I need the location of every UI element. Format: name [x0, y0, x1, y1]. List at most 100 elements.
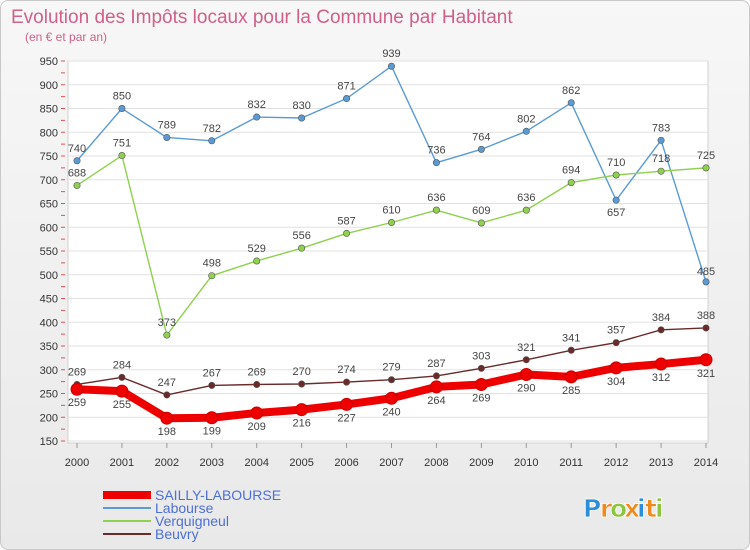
y-tick-label: 250 — [40, 389, 58, 401]
data-point — [522, 127, 530, 135]
data-label: 556 — [292, 230, 310, 242]
legend-label: Labourse — [155, 500, 214, 516]
data-label: 227 — [337, 412, 355, 424]
data-point — [70, 382, 84, 396]
data-point — [699, 353, 713, 367]
data-point — [474, 377, 488, 391]
data-label: 485 — [697, 266, 715, 278]
x-tick-label: 2001 — [110, 457, 134, 469]
x-tick-label: 2005 — [289, 457, 313, 469]
data-label: 269 — [68, 366, 86, 378]
data-point — [298, 114, 306, 122]
data-label: 802 — [517, 113, 535, 125]
data-label: 718 — [652, 153, 670, 165]
y-tick-label: 850 — [40, 104, 58, 116]
y-tick-label: 900 — [40, 80, 58, 92]
data-point — [657, 136, 665, 144]
data-point — [702, 278, 710, 286]
data-point — [432, 372, 440, 380]
data-label: 832 — [248, 99, 266, 111]
series-sailly-labourse — [70, 353, 713, 425]
y-tick-label: 300 — [40, 365, 58, 377]
data-label: 284 — [113, 359, 131, 371]
data-point — [295, 403, 309, 417]
data-label: 269 — [248, 366, 266, 378]
y-tick-label: 150 — [40, 436, 58, 448]
data-point — [387, 62, 395, 70]
data-point — [567, 346, 575, 354]
data-label: 209 — [248, 421, 266, 433]
data-label: 303 — [472, 350, 490, 362]
data-point — [253, 380, 261, 388]
data-point — [163, 133, 171, 141]
data-point — [118, 373, 126, 381]
data-point — [340, 397, 354, 411]
data-label: 247 — [158, 377, 176, 389]
data-point — [205, 411, 219, 425]
data-label: 850 — [113, 91, 131, 103]
data-point — [519, 368, 533, 381]
y-tick-label: 950 — [40, 56, 58, 68]
data-point — [702, 164, 710, 172]
data-label: 871 — [337, 81, 355, 93]
x-tick-label: 2012 — [604, 457, 628, 469]
y-tick-label: 500 — [40, 270, 58, 282]
data-label: 199 — [203, 426, 221, 438]
data-point — [612, 339, 620, 347]
data-label: 267 — [203, 367, 221, 379]
x-tick-label: 2008 — [424, 457, 448, 469]
series-labourse — [73, 62, 710, 286]
data-label: 304 — [607, 376, 625, 388]
y-tick-label: 400 — [40, 317, 58, 329]
data-point — [612, 171, 620, 179]
data-point — [208, 272, 216, 280]
data-point — [163, 391, 171, 399]
data-label: 783 — [652, 122, 670, 134]
data-label: 782 — [203, 123, 221, 135]
chart-title: Evolution des Impôts locaux pour la Comm… — [11, 7, 513, 28]
data-label: 710 — [607, 157, 625, 169]
data-point — [477, 219, 485, 227]
data-point — [564, 370, 578, 384]
data-label: 290 — [517, 383, 535, 395]
data-point — [609, 361, 623, 375]
data-point — [702, 324, 710, 332]
x-tick-label: 2010 — [514, 457, 538, 469]
data-point — [343, 378, 351, 386]
y-tick-label: 450 — [40, 294, 58, 306]
data-point — [432, 206, 440, 214]
data-label: 694 — [562, 165, 580, 177]
series-verquigneul — [73, 152, 710, 339]
data-point — [657, 326, 665, 334]
data-point — [343, 229, 351, 237]
data-point — [163, 331, 171, 339]
data-label: 240 — [382, 406, 400, 418]
data-label: 498 — [203, 258, 221, 270]
data-label: 312 — [652, 372, 670, 384]
data-point — [522, 356, 530, 364]
data-point — [612, 196, 620, 204]
data-point — [477, 145, 485, 153]
data-label: 255 — [113, 399, 131, 411]
logo-letter: r — [600, 494, 613, 523]
data-point — [387, 376, 395, 384]
x-tick-label: 2011 — [559, 457, 583, 469]
data-label: 609 — [472, 205, 490, 217]
x-tick-label: 2014 — [694, 457, 718, 469]
data-label: 259 — [68, 397, 86, 409]
data-label: 216 — [292, 418, 310, 430]
data-point — [298, 380, 306, 388]
data-label: 269 — [472, 392, 490, 404]
data-label: 587 — [337, 215, 355, 227]
data-label: 740 — [68, 143, 86, 155]
data-point — [250, 406, 264, 420]
logo-letter: P — [583, 494, 601, 523]
data-label: 764 — [472, 131, 490, 143]
legend-label: Beuvry — [155, 526, 199, 542]
data-label: 388 — [697, 310, 715, 322]
logo-letter: o — [610, 494, 627, 523]
x-tick-label: 2007 — [379, 457, 403, 469]
data-point — [73, 181, 81, 189]
